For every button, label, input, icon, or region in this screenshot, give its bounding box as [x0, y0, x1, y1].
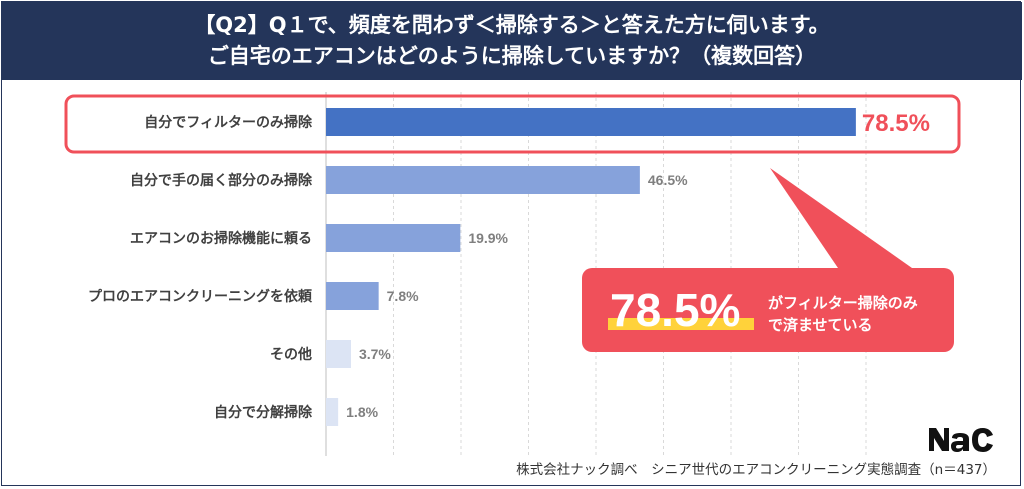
source-note: 株式会社ナック調べ シニア世代のエアコンクリーニング実態調査（n＝437）: [516, 462, 996, 478]
value-label: 3.7%: [359, 346, 391, 362]
header-title-line2: ご自宅のエアコンはどのように掃除していますか？（複数回答）: [207, 44, 817, 68]
category-label: プロのエアコンクリーニングを依頼: [88, 288, 313, 305]
value-label: 1.8%: [346, 404, 378, 420]
bar: [326, 340, 351, 368]
callout-text-line1: がフィルター掃除のみ: [768, 294, 918, 312]
value-label: 46.5%: [648, 172, 688, 188]
bar: [326, 398, 339, 426]
callout-box: [582, 268, 954, 352]
value-label: 7.8%: [387, 288, 419, 304]
callout-pointer: [770, 168, 912, 268]
value-label: 78.5%: [862, 110, 930, 137]
bar: [326, 108, 856, 136]
callout-text-line2: で済ませている: [768, 316, 873, 334]
nac-logo: [929, 428, 993, 452]
callout-underline: [608, 318, 754, 330]
highlight-frame: [64, 94, 961, 154]
category-label: 自分で手の届く部分のみ掃除: [130, 172, 313, 189]
callout-value: 78.5%: [610, 284, 740, 336]
header-title-line1: 【Q2】Q１で、頻度を問わず＜掃除する＞と答えた方に伺います。: [194, 13, 830, 37]
category-label: その他: [270, 346, 312, 363]
header-banner: 【Q2】Q１で、頻度を問わず＜掃除する＞と答えた方に伺います。 ご自宅のエアコン…: [2, 2, 1022, 80]
bar: [326, 282, 379, 310]
bar: [326, 224, 461, 252]
category-label: 自分で分解掃除: [214, 404, 313, 421]
category-label: 自分でフィルターのみ掃除: [144, 114, 313, 131]
category-label: エアコンのお掃除機能に頼る: [130, 230, 312, 247]
bar: [326, 166, 640, 194]
value-label: 19.9%: [468, 230, 508, 246]
